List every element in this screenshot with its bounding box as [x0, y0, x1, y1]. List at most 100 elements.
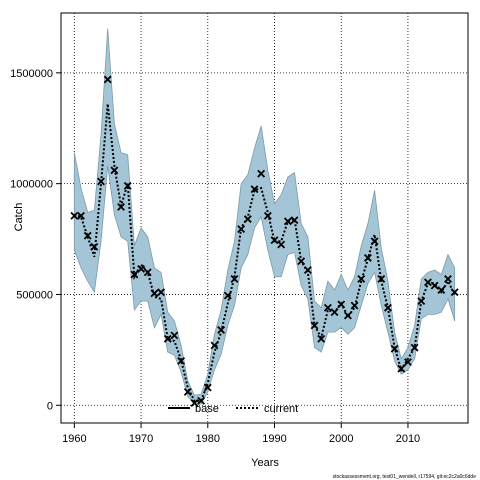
observed-point-stroke: [270, 236, 279, 245]
observed-point-stroke: [230, 275, 239, 283]
observed-point: [283, 217, 292, 226]
observed-point-stroke: [70, 211, 79, 220]
y-tick-label: 500000: [16, 289, 53, 301]
observed-point-stroke: [163, 334, 172, 343]
x-axis: 1960 1970 1980 1990 2000 2010: [62, 423, 420, 445]
observed-point-stroke: [370, 237, 379, 246]
observed-point-stroke: [310, 321, 319, 330]
observed-point: [237, 225, 246, 234]
observed-point-stroke: [397, 364, 406, 373]
observed-point-stroke: [203, 383, 212, 392]
observed-point-stroke: [197, 396, 206, 405]
observed-point-stroke: [417, 297, 426, 306]
observed-point: [397, 364, 406, 373]
observed-point: [410, 343, 419, 352]
observed-point: [117, 202, 125, 211]
observed-point: [430, 281, 439, 290]
observed-point: [183, 388, 192, 396]
observed-point-stroke: [283, 217, 292, 226]
observed-point: [323, 303, 332, 312]
footer-note: stockassessment.org, test01_wendell, r17…: [333, 474, 477, 480]
observed-point-stroke: [410, 343, 419, 352]
x-tick-label: 2010: [396, 433, 420, 445]
observed-point-stroke: [183, 388, 192, 396]
observed-point-stroke: [377, 275, 386, 283]
observed-point-stroke: [243, 215, 252, 224]
observed-point: [263, 211, 272, 220]
observed-point: [444, 275, 452, 283]
confidence-band-area: [73, 28, 456, 405]
x-tick-label: 1960: [62, 433, 86, 445]
observed-point: [157, 288, 166, 297]
observed-point-stroke: [143, 268, 152, 277]
current-series-line: [74, 103, 456, 402]
observed-point-stroke: [250, 185, 259, 194]
observed-point: [163, 334, 172, 343]
observed-point-stroke: [350, 301, 359, 310]
observed-point: [190, 399, 199, 407]
observed-point: [370, 237, 379, 246]
y-tick-label: 0: [47, 400, 53, 412]
legend-base-label: base: [195, 403, 219, 415]
observed-point: [210, 341, 219, 350]
observed-point: [417, 297, 426, 306]
observed-point: [424, 278, 432, 287]
observed-point: [277, 240, 286, 249]
y-axis: 0 500000 1000000 1500000: [10, 68, 61, 412]
current-series: [74, 103, 456, 402]
x-tick-label: 1970: [129, 433, 153, 445]
observed-point-stroke: [90, 242, 99, 251]
observed-point: [257, 169, 266, 178]
x-tick-label: 1990: [262, 433, 286, 445]
observed-point: [437, 286, 446, 294]
observed-point: [230, 275, 239, 283]
observed-point: [177, 357, 186, 365]
observed-point-stroke: [110, 166, 119, 175]
observed-point-stroke: [297, 257, 306, 266]
observed-point-stroke: [170, 331, 179, 340]
observed-point-stroke: [190, 399, 199, 407]
observed-point: [310, 321, 319, 330]
observed-point-stroke: [337, 300, 346, 309]
observed-point: [243, 215, 252, 224]
observed-point-stroke: [444, 275, 452, 283]
observed-point-stroke: [237, 225, 246, 234]
observed-point-stroke: [123, 181, 132, 190]
observed-point: [137, 265, 146, 273]
observed-point: [290, 216, 299, 225]
observed-point: [77, 211, 85, 220]
observed-point-stroke: [177, 357, 186, 365]
observed-point-stroke: [330, 308, 339, 317]
observed-point-stroke: [210, 341, 219, 350]
observed-point: [317, 334, 326, 343]
observed-point-stroke: [323, 303, 332, 312]
observed-point-stroke: [257, 169, 266, 178]
observed-point: [217, 325, 226, 334]
observed-point: [297, 257, 306, 266]
observed-point-stroke: [430, 281, 439, 290]
observed-point: [97, 177, 105, 186]
observed-point: [123, 181, 132, 190]
observed-point: [83, 231, 92, 240]
observed-point: [377, 275, 386, 283]
observed-point-stroke: [150, 289, 159, 298]
observed-point-stroke: [317, 334, 326, 343]
observed-point: [170, 331, 179, 340]
observed-point: [130, 270, 139, 279]
observed-point-stroke: [130, 270, 139, 279]
y-axis-title: Catch: [13, 203, 25, 232]
observed-point: [197, 396, 206, 405]
observed-point-stroke: [404, 358, 412, 366]
observed-point: [250, 185, 259, 194]
observed-point: [270, 236, 279, 245]
observed-point: [343, 311, 352, 320]
observed-point: [390, 344, 399, 353]
observed-point: [90, 242, 99, 251]
observed-point-stroke: [157, 288, 166, 297]
observed-point-stroke: [77, 211, 85, 220]
observed-point: [383, 303, 392, 312]
observed-point-stroke: [357, 275, 366, 283]
observed-point-stroke: [437, 286, 446, 294]
y-tick-label: 1500000: [10, 68, 53, 80]
observed-point-stroke: [223, 291, 232, 300]
